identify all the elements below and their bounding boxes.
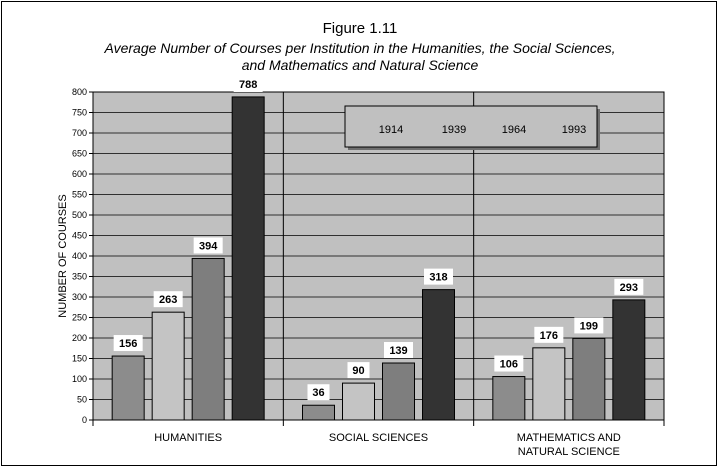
legend xyxy=(344,105,598,148)
y-tick-label: 450 xyxy=(72,231,87,241)
data-label-box xyxy=(534,326,564,343)
data-label: 139 xyxy=(389,345,407,357)
legend-entry-1939: 1939 xyxy=(442,124,466,136)
category-label: HUMANITIES xyxy=(154,432,222,444)
y-tick-label: 200 xyxy=(72,333,87,343)
bar-1939 xyxy=(342,382,375,421)
data-label: 106 xyxy=(500,359,518,371)
y-tick-label: 400 xyxy=(72,251,87,261)
figure-number: Figure 1.11 xyxy=(322,20,398,37)
bar-1993 xyxy=(231,96,265,421)
data-label: 36 xyxy=(312,387,324,399)
category-label: SOCIAL SCIENCES xyxy=(329,432,428,444)
y-tick-label: 300 xyxy=(72,292,87,302)
data-label-box xyxy=(424,268,453,285)
y-tick-label: 50 xyxy=(77,395,87,405)
bar-1939 xyxy=(532,347,566,421)
data-label-box xyxy=(494,355,524,372)
y-tick-label: 350 xyxy=(72,272,87,282)
data-label: 156 xyxy=(119,338,137,350)
legend-entry-1964: 1964 xyxy=(502,124,526,136)
bar-1914 xyxy=(492,376,526,421)
y-axis-label: NUMBER OF COURSES xyxy=(57,194,69,317)
legend-entry-1993: 1993 xyxy=(562,124,586,136)
data-label-box xyxy=(153,291,183,308)
y-tick-label: 0 xyxy=(82,415,87,425)
bar-1914 xyxy=(111,355,145,421)
y-tick-label: 750 xyxy=(72,108,87,118)
y-tick-label: 500 xyxy=(72,210,87,220)
bar-1964 xyxy=(382,362,415,421)
data-label-box xyxy=(347,362,370,379)
data-label-box xyxy=(233,76,263,92)
data-label-box xyxy=(113,335,143,352)
data-label: 293 xyxy=(620,282,638,294)
data-label-box xyxy=(614,278,644,295)
legend-entry-1914: 1914 xyxy=(379,124,403,136)
y-tick-label: 100 xyxy=(72,374,87,384)
data-label-box xyxy=(193,237,223,254)
y-tick-label: 700 xyxy=(72,128,87,138)
bar-1993 xyxy=(612,299,646,421)
y-tick-label: 250 xyxy=(72,313,87,323)
data-label-box xyxy=(384,342,413,359)
y-tick-label: 550 xyxy=(72,190,87,200)
bar-1914 xyxy=(302,404,335,421)
category-label: MATHEMATICS AND xyxy=(517,432,621,444)
figure-title-line-1: Average Number of Courses per Institutio… xyxy=(104,40,616,56)
category-label: NATURAL SCIENCE xyxy=(518,446,620,458)
data-label: 176 xyxy=(540,330,558,342)
data-label: 394 xyxy=(199,240,218,252)
data-label: 318 xyxy=(429,272,447,284)
data-label: 263 xyxy=(159,294,177,306)
y-tick-label: 800 xyxy=(72,87,87,97)
data-label-box xyxy=(307,384,330,401)
bar-1964 xyxy=(191,257,225,421)
figure-title-line-2: and Mathematics and Natural Science xyxy=(241,57,479,73)
y-tick-label: 150 xyxy=(72,354,87,364)
y-tick-label: 650 xyxy=(72,149,87,159)
data-label-box xyxy=(574,317,604,334)
y-tick-label: 600 xyxy=(72,169,87,179)
bar-1964 xyxy=(572,337,606,421)
data-label: 90 xyxy=(352,365,364,377)
bar-1939 xyxy=(151,311,185,421)
data-label: 788 xyxy=(239,79,257,91)
data-label: 199 xyxy=(580,320,598,332)
bar-1993 xyxy=(422,289,455,421)
